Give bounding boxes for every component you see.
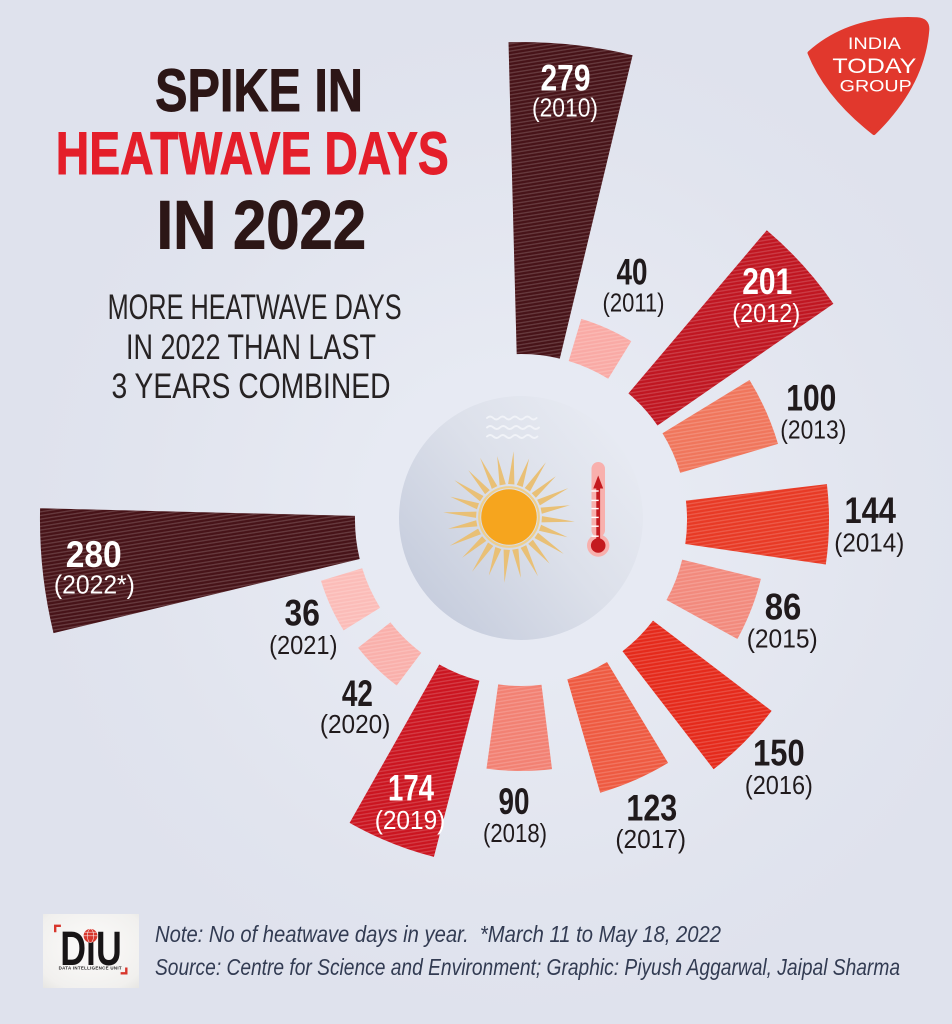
svg-text:123: 123 (626, 788, 677, 829)
svg-text:150: 150 (753, 733, 805, 774)
svg-text:36: 36 (285, 592, 320, 633)
svg-text:TODAY: TODAY (832, 54, 916, 78)
svg-text:40: 40 (617, 251, 648, 292)
svg-text:86: 86 (765, 586, 802, 627)
svg-text:DATA INTELLIGENCE UNIT: DATA INTELLIGENCE UNIT (59, 966, 122, 971)
svg-text:(2010): (2010) (532, 93, 598, 123)
svg-text:IN 2022: IN 2022 (157, 187, 367, 264)
svg-text:279: 279 (541, 58, 591, 99)
svg-text:(2019): (2019) (375, 805, 446, 835)
svg-text:174: 174 (388, 768, 434, 809)
svg-text:SPIKE IN: SPIKE IN (155, 57, 363, 124)
svg-text:(2011): (2011) (603, 288, 665, 318)
svg-text:144: 144 (844, 490, 896, 531)
svg-text:201: 201 (742, 261, 792, 302)
svg-text:GROUP: GROUP (840, 76, 912, 95)
svg-text:(2014): (2014) (834, 527, 904, 557)
svg-text:(2022*): (2022*) (54, 570, 135, 600)
svg-text:280: 280 (66, 534, 122, 575)
svg-text:(2020): (2020) (320, 709, 391, 739)
svg-text:Source: Centre for Science and: Source: Centre for Science and Environme… (155, 954, 900, 980)
svg-text:IN 2022 THAN LAST: IN 2022 THAN LAST (126, 328, 376, 367)
svg-text:(2013): (2013) (780, 414, 846, 444)
svg-text:90: 90 (499, 781, 530, 822)
svg-text:Note: No of heatwave days in y: Note: No of heatwave days in year. *Marc… (155, 921, 721, 947)
svg-text:MORE HEATWAVE DAYS: MORE HEATWAVE DAYS (108, 288, 402, 327)
svg-text:(2015): (2015) (747, 624, 818, 654)
svg-text:HEATWAVE DAYS: HEATWAVE DAYS (56, 120, 449, 187)
svg-text:(2016): (2016) (745, 770, 813, 800)
svg-text:(2021): (2021) (269, 630, 337, 660)
svg-text:42: 42 (342, 673, 373, 714)
svg-text:INDIA: INDIA (848, 35, 901, 53)
svg-text:(2012): (2012) (732, 298, 800, 328)
svg-text:3 YEARS COMBINED: 3 YEARS COMBINED (112, 367, 391, 406)
svg-text:(2018): (2018) (483, 818, 547, 848)
svg-text:100: 100 (786, 377, 836, 418)
svg-text:(2017): (2017) (615, 824, 686, 854)
